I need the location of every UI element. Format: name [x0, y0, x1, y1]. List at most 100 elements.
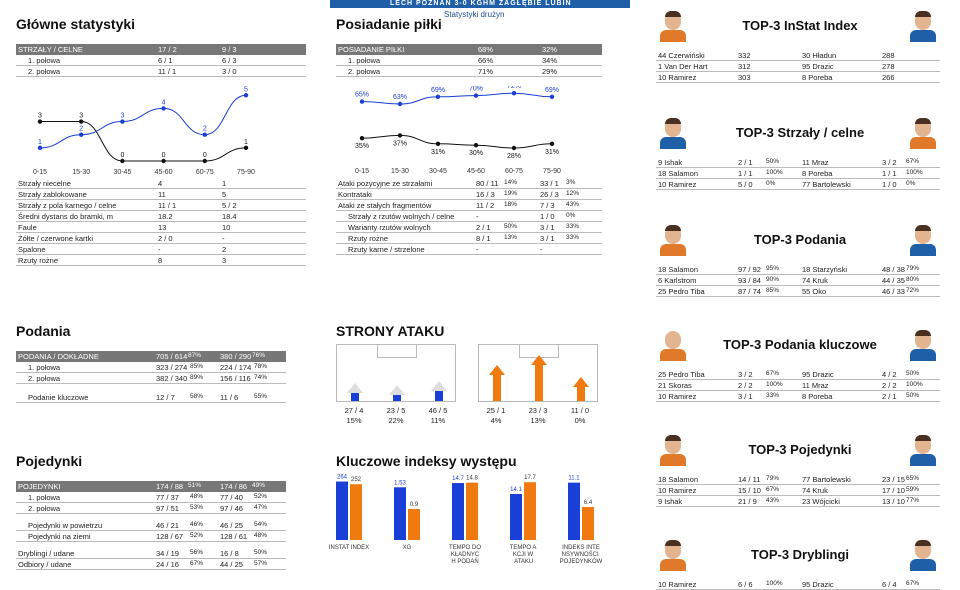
table-cell: 58%	[190, 393, 204, 400]
table-cell: 67%	[906, 580, 920, 587]
possession-timeline-chart: 0-15 15-30 30-45 45-60 60-75 75-90 65% 63% 69% 70…	[355, 86, 561, 175]
table-cell: 128 / 67	[156, 532, 184, 541]
table-cell: 1 / 1	[882, 169, 897, 178]
table-cell: 1. połowa	[28, 363, 61, 372]
table-cell: 4	[158, 179, 163, 188]
table-cell: 18 Salamon	[658, 265, 699, 274]
top3-row: 25 Pedro Tiba 3 / 2 67% 95 Drazic 4 / 2 50%	[656, 369, 940, 380]
table-cell: 49%	[252, 482, 266, 489]
table-cell: Strzały z pola karnego / celne	[18, 201, 117, 210]
table-cell: 50%	[254, 549, 268, 556]
attack-sides-pitches: 27 / 4 15% 23 / 5 22% 46 / 5 11% 25 / 1 4% 23 / …	[336, 344, 606, 429]
table-cell: 100%	[906, 381, 923, 388]
table-cell: 100%	[766, 169, 783, 176]
table-cell: 128 / 61	[220, 532, 248, 541]
table-row: Ataki pozycyjne ze strzałami 80 / 11 14% 33…	[336, 178, 602, 189]
attack-side-value: 23 / 3 13%	[528, 406, 548, 425]
table-cell: 50%	[766, 158, 780, 165]
table-cell: 3 / 1	[738, 392, 753, 401]
index-bar	[510, 493, 522, 540]
table-cell: 67%	[906, 158, 920, 165]
table-cell: Faule	[18, 223, 37, 232]
table-cell: 380 / 290	[220, 352, 252, 361]
table-cell: 44 / 35	[882, 276, 905, 285]
table-cell: 44 / 25	[220, 560, 243, 569]
table-cell: 77 Bartolewski	[802, 180, 851, 189]
data-point	[37, 145, 43, 151]
attack-pitch	[478, 344, 598, 402]
table-header: PODANIA / DOKŁADNE 705 / 614 87% 380 / 290 7…	[16, 351, 286, 362]
table-cell: 52%	[254, 493, 268, 500]
x-tick-label: 15-30	[391, 168, 409, 175]
table-cell: 266	[882, 73, 895, 82]
attack-arrow	[577, 387, 585, 401]
table-cell: 18%	[504, 201, 518, 208]
data-point	[79, 132, 84, 137]
player-avatar	[656, 327, 690, 361]
table-cell: 7 / 3	[540, 201, 555, 210]
data-label: 1	[38, 139, 42, 146]
index-label: INDEKS INTE NSYWNOŚCI POJEDYNKÓW	[560, 545, 603, 565]
table-cell: -	[476, 245, 479, 254]
table-cell: 6 / 3	[222, 56, 237, 65]
table-cell: 1. połowa	[348, 56, 381, 65]
table-cell: 2. połowa	[348, 67, 381, 76]
x-tick-label: 60-75	[505, 168, 523, 175]
table-cell: 23 Wójcicki	[802, 497, 840, 506]
top3-title: TOP-3 Strzały / celne	[735, 125, 865, 140]
table-cell: 1 / 0	[540, 212, 555, 221]
table-cell: 53%	[190, 504, 204, 511]
table-cell: 303	[738, 73, 751, 82]
table-cell: 26 / 3	[540, 190, 559, 199]
table-cell: 1 / 1	[738, 169, 753, 178]
table-cell: 3 / 0	[222, 67, 237, 76]
data-label: 1	[244, 139, 248, 146]
table-row: Żółte / czerwone kartki 2 / 0 -	[16, 233, 306, 244]
table-cell: 8 / 1	[476, 234, 491, 243]
table-cell: 16 / 8	[220, 549, 239, 558]
table-cell: Strzały z rzutów wolnych / celne	[348, 212, 455, 221]
table-cell: 9 Ishak	[658, 497, 683, 506]
table-cell: 3%	[566, 179, 576, 186]
table-row: Odbiory / udane 24 / 16 67% 44 / 25 57%	[16, 559, 286, 570]
top3-row: 18 Salamon 1 / 1 100% 8 Poreba 1 / 1 100%	[656, 168, 940, 179]
table-cell: Pojedynki w powietrzu	[28, 521, 103, 530]
table-cell: 382 / 340	[156, 374, 188, 383]
duels-table: POJEDYNKI 174 / 88 51% 174 / 86 49% 1. połowa…	[16, 481, 286, 570]
x-tick-label: 75-90	[237, 169, 255, 176]
table-cell: 48 / 38	[882, 265, 905, 274]
table-cell: 33%	[766, 392, 780, 399]
x-tick-label: 0-15	[355, 168, 369, 175]
attack-side-value: 23 / 5 22%	[386, 406, 406, 425]
table-cell: 6 / 1	[158, 56, 173, 65]
table-cell: 2 / 2	[738, 381, 753, 390]
data-label: 35%	[355, 143, 369, 150]
penalty-box	[377, 344, 417, 358]
table-row: Podanie kluczowe 12 / 7 58% 11 / 6 55%	[16, 392, 286, 403]
table-cell: 5 / 2	[222, 201, 237, 210]
data-point	[202, 158, 207, 164]
table-cell: 156 / 116	[220, 374, 251, 383]
table-cell: 10 Ramirez	[658, 392, 697, 401]
bar-value-label: 0.9	[410, 502, 419, 508]
table-cell: 2 / 0	[158, 234, 173, 243]
data-point	[511, 145, 517, 151]
table-cell: 47%	[254, 504, 268, 511]
table-cell: 34%	[542, 56, 558, 65]
x-tick-label: 0-15	[33, 169, 47, 176]
data-label: 3	[38, 113, 42, 120]
table-cell: 11	[158, 190, 166, 199]
table-cell: 18 Salamon	[658, 475, 699, 484]
table-row: Rzuty rożne 8 3	[16, 255, 306, 266]
data-label: 28%	[507, 153, 521, 160]
player-avatar	[906, 8, 940, 42]
table-cell: 3 / 1	[540, 223, 555, 232]
table-row: Strzały z pola karnego / celne 11 / 1 5 / …	[16, 200, 306, 211]
table-cell: 12%	[566, 190, 580, 197]
table-cell: Odbiory / udane	[18, 560, 72, 569]
table-cell: 25 Pedro Tiba	[658, 287, 705, 296]
table-cell: 8 Poreba	[802, 73, 833, 82]
table-cell: 33 / 1	[540, 179, 559, 188]
table-cell: 8 Poreba	[802, 392, 833, 401]
possession-table: POSIADANIE PIŁKI 68% 32% 1. połowa 66% 34% 2. …	[336, 44, 602, 77]
